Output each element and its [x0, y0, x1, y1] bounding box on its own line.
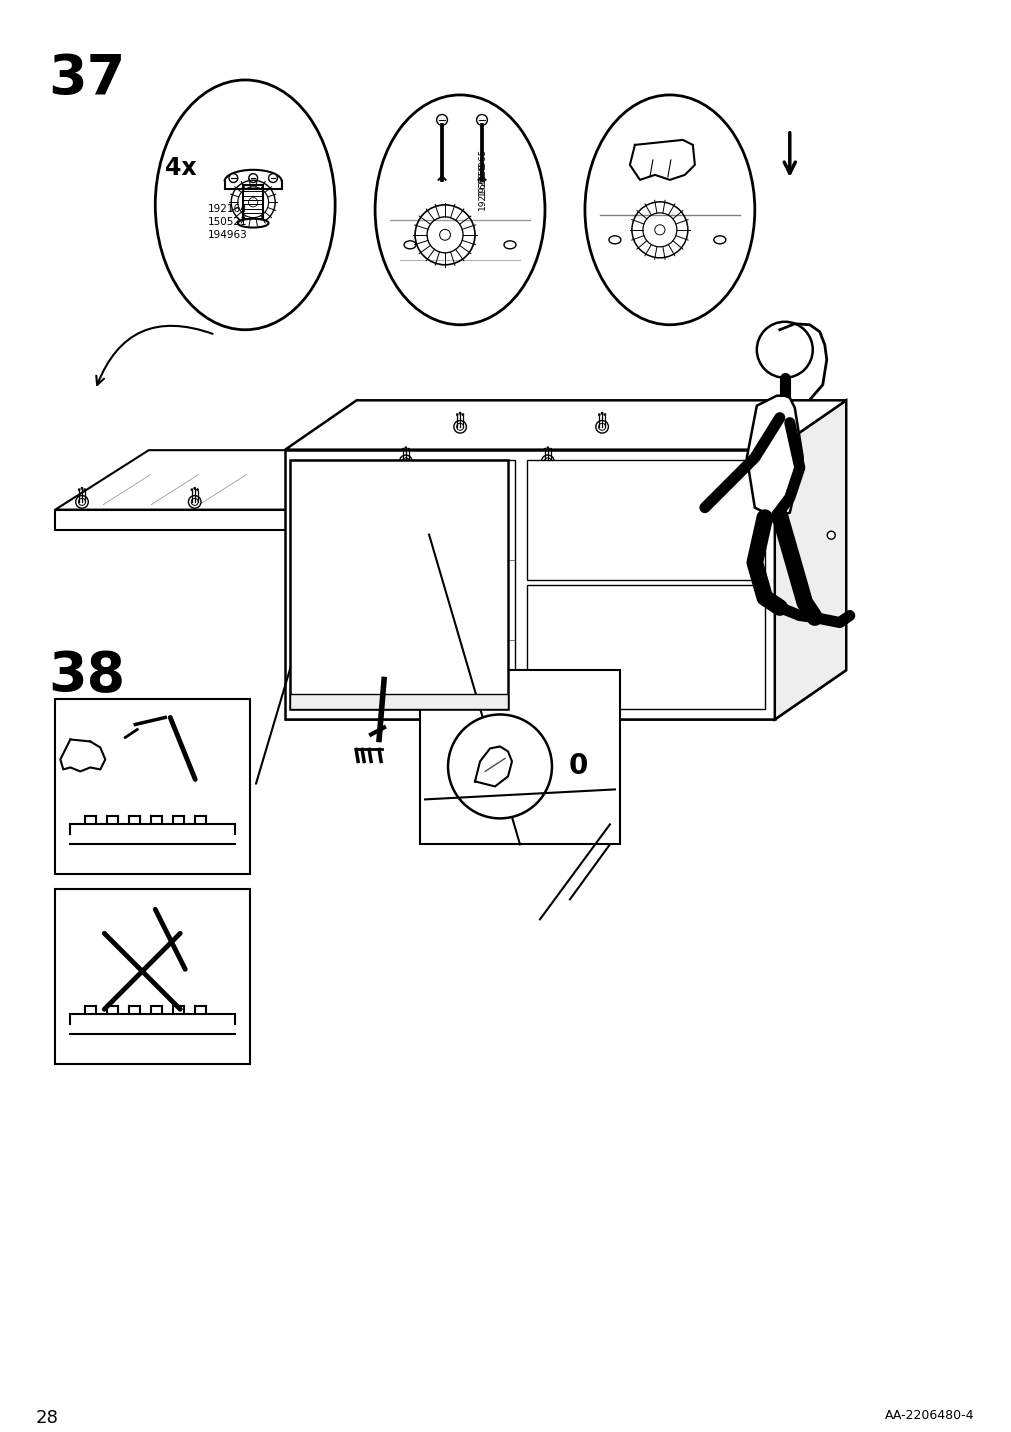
Circle shape	[78, 488, 81, 491]
Circle shape	[83, 488, 86, 491]
Text: 150521: 150521	[207, 216, 247, 226]
Polygon shape	[669, 404, 773, 490]
Circle shape	[268, 173, 277, 182]
Bar	[420, 670, 620, 845]
Bar	[290, 695, 508, 709]
Circle shape	[81, 487, 83, 490]
Polygon shape	[746, 395, 802, 517]
Polygon shape	[774, 401, 845, 719]
Circle shape	[228, 173, 238, 182]
Circle shape	[756, 322, 812, 378]
Circle shape	[448, 715, 551, 819]
Bar	[290, 460, 508, 709]
Circle shape	[193, 487, 196, 490]
Text: 37: 37	[49, 52, 125, 106]
Circle shape	[436, 115, 447, 126]
Bar	[295, 460, 515, 709]
Ellipse shape	[155, 80, 335, 329]
Circle shape	[196, 488, 199, 491]
Circle shape	[461, 414, 464, 415]
Circle shape	[188, 495, 201, 508]
Polygon shape	[56, 510, 295, 530]
Circle shape	[76, 495, 88, 508]
Circle shape	[458, 412, 461, 415]
Polygon shape	[380, 470, 669, 490]
Ellipse shape	[238, 219, 268, 228]
Polygon shape	[779, 322, 826, 400]
Circle shape	[549, 448, 551, 451]
Text: 192166: 192166	[477, 176, 486, 211]
Circle shape	[543, 448, 546, 451]
Circle shape	[453, 421, 466, 432]
Circle shape	[456, 414, 458, 415]
Circle shape	[595, 421, 608, 432]
Text: 194965: 194965	[477, 147, 486, 182]
Polygon shape	[380, 404, 773, 470]
Circle shape	[249, 173, 258, 182]
Polygon shape	[285, 450, 774, 719]
Circle shape	[404, 447, 406, 450]
Text: AA-2206480-4: AA-2206480-4	[885, 1409, 974, 1422]
Ellipse shape	[403, 241, 416, 249]
Circle shape	[603, 414, 606, 415]
Text: 4x: 4x	[165, 156, 197, 180]
Text: 38: 38	[49, 650, 125, 703]
Circle shape	[541, 455, 554, 468]
Circle shape	[476, 115, 487, 126]
Bar	[527, 584, 764, 709]
Circle shape	[654, 225, 664, 235]
Ellipse shape	[584, 95, 754, 325]
Ellipse shape	[503, 241, 516, 249]
Circle shape	[401, 448, 404, 451]
Text: 192164: 192164	[207, 203, 247, 213]
Bar	[527, 460, 764, 580]
Polygon shape	[285, 401, 845, 450]
Circle shape	[406, 448, 409, 451]
Circle shape	[439, 229, 450, 241]
Ellipse shape	[609, 236, 621, 243]
Circle shape	[601, 412, 603, 415]
Text: 194963: 194963	[207, 229, 247, 239]
Polygon shape	[295, 450, 388, 530]
Bar	[56, 889, 250, 1064]
Ellipse shape	[375, 95, 545, 325]
Polygon shape	[56, 450, 388, 510]
Text: 28: 28	[35, 1409, 59, 1426]
Circle shape	[546, 447, 549, 450]
Bar	[243, 185, 263, 221]
Text: 192158: 192158	[477, 162, 486, 196]
Bar	[56, 699, 250, 875]
Circle shape	[598, 414, 601, 415]
Polygon shape	[285, 670, 845, 719]
Circle shape	[190, 488, 193, 491]
Text: 0: 0	[568, 752, 587, 780]
Circle shape	[826, 531, 834, 540]
Ellipse shape	[713, 236, 725, 243]
Circle shape	[399, 455, 411, 468]
Circle shape	[249, 198, 258, 206]
